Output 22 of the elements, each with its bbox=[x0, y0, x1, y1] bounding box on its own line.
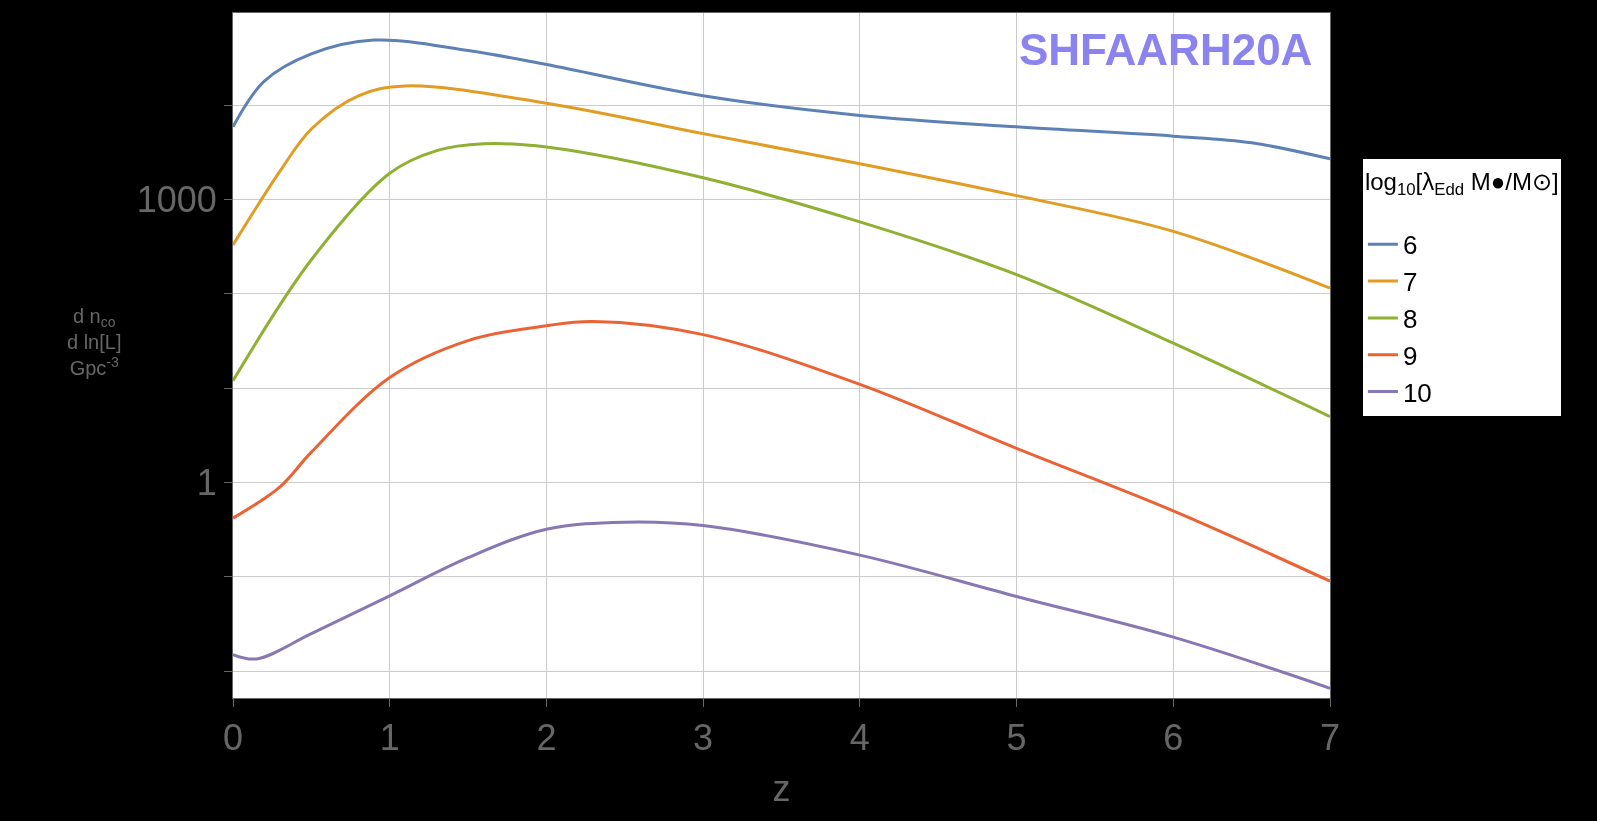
x-tick-label: 2 bbox=[536, 717, 557, 759]
y-axis-title: d n$_{co}$ d ln[L] Gpc$^{-3}$ bbox=[67, 305, 122, 379]
x-axis-title: z bbox=[772, 767, 791, 809]
annotation: SHFAARH20A bbox=[1019, 25, 1313, 74]
line-series bbox=[233, 142, 1330, 419]
x-tick-label: 3 bbox=[693, 717, 714, 759]
x-tick-label: 1 bbox=[379, 717, 400, 759]
legend-label: 8 bbox=[1402, 304, 1418, 335]
legend-label: 6 bbox=[1402, 230, 1418, 261]
y-tick-label: 1000 bbox=[136, 179, 217, 221]
legend-title: log$_{10}$[λ$_{Edd}$ M●/M⊙] bbox=[1364, 167, 1559, 199]
x-tick-label: 6 bbox=[1163, 717, 1184, 759]
legend-label: 7 bbox=[1402, 267, 1418, 298]
x-tick-label: 7 bbox=[1319, 717, 1341, 759]
x-tick-label: 5 bbox=[1006, 717, 1027, 759]
line-series bbox=[233, 520, 1330, 690]
x-tick-label: 4 bbox=[849, 717, 870, 759]
legend-label: 10 bbox=[1402, 377, 1432, 408]
x-tick-label: 0 bbox=[222, 717, 244, 759]
line-series bbox=[233, 319, 1330, 583]
legend-label: 9 bbox=[1402, 340, 1418, 371]
line-series bbox=[233, 84, 1330, 290]
